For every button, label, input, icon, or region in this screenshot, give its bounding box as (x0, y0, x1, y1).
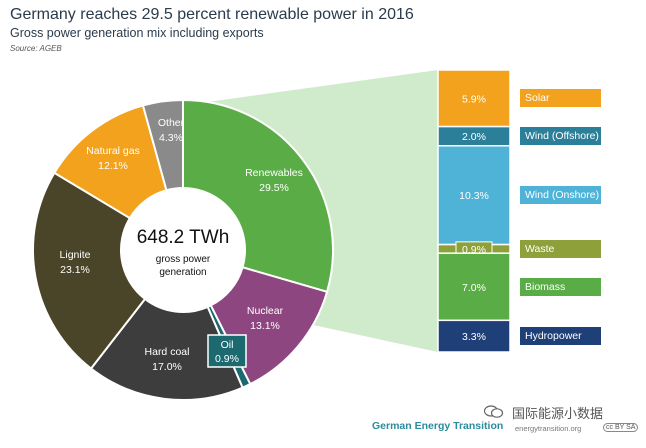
stack-segment-hydropower (437, 319, 511, 353)
stack-value-wind-onshore: 10.3% (459, 190, 489, 202)
slice-label-natural-gas: Natural gas (86, 145, 140, 157)
slice-value-lignite: 23.1% (60, 264, 90, 276)
chat-bubble-icon (484, 405, 504, 418)
legend-item-wind-onshore: Wind (Onshore) (520, 186, 601, 205)
donut-center: 648.2 TWh gross power generation (137, 227, 230, 278)
slice-label-hard-coal: Hard coal (145, 346, 190, 358)
stack-segment-wind-onshore (437, 145, 511, 246)
slice-label-other: Other (158, 117, 185, 129)
slice-label-lignite: Lignite (60, 249, 91, 261)
slice-other (141, 98, 184, 192)
legend-item-solar: Solar (520, 89, 601, 108)
stack-segment-solar (437, 69, 511, 128)
legend-item-hydropower: Hydropower (520, 327, 601, 346)
license-badge: cc BY SA (603, 423, 639, 432)
stack-segment-biomass (437, 252, 511, 322)
donut-chart: Renewables 29.5% Nuclear 13.1% Hard coal 17.0… (32, 98, 334, 401)
total-value: 648.2 TWh (137, 227, 230, 248)
legend-item-biomass: Biomass (520, 277, 601, 296)
slice-value-oil: 0.9% (215, 353, 239, 365)
slice-hard-coal (89, 297, 244, 401)
stack-value-biomass: 7.0% (462, 282, 486, 294)
legend-item-wind-offshore: Wind (Offshore) (520, 127, 601, 146)
renewables-stack: 5.9%2.0%10.3%0.9%7.0%3.3% (437, 69, 511, 353)
slice-value-renewables: 29.5% (259, 182, 289, 194)
slice-value-other: 4.3% (159, 132, 183, 144)
slice-value-natural-gas: 12.1% (98, 160, 128, 172)
slice-value-nuclear: 13.1% (250, 320, 280, 332)
slice-label-nuclear: Nuclear (247, 305, 284, 317)
footer-url: energytransition.org (515, 424, 582, 433)
watermark-text: 国际能源小数据 (512, 406, 604, 421)
chart-subtitle: Gross power generation mix including exp… (10, 26, 264, 40)
total-caption-line2: generation (159, 267, 206, 278)
slice-value-hard-coal: 17.0% (152, 361, 182, 373)
chart-source: Source: AGEB (10, 44, 62, 53)
donut-hole (122, 189, 244, 311)
chart-title: Germany reaches 29.5 percent renewable p… (10, 6, 414, 23)
slice-lignite (32, 171, 147, 370)
slice-label-renewables: Renewables (245, 167, 303, 179)
stack-value-wind-offshore: 2.0% (462, 131, 486, 143)
stack-value-hydropower: 3.3% (462, 331, 486, 343)
slice-label-oil: Oil (221, 339, 234, 351)
legend-item-waste: Waste (520, 239, 601, 258)
stack-value-solar: 5.9% (462, 93, 486, 105)
slice-renewables (182, 98, 334, 294)
footer-brand: German Energy Transition (372, 420, 504, 432)
total-caption-line1: gross power (156, 254, 211, 265)
oil-callout-box (207, 334, 247, 368)
